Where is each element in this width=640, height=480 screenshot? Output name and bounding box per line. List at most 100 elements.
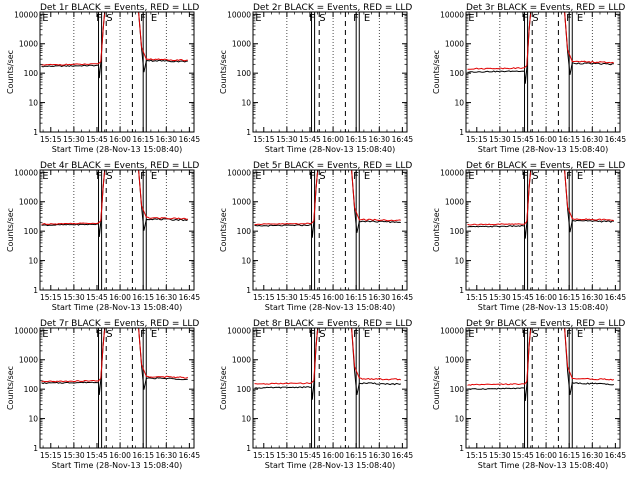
x-tick-label: 15:45	[86, 451, 108, 460]
series-events-line	[41, 11, 188, 79]
x-tick-label: 16:15	[345, 135, 367, 144]
y-tick-label: 1	[246, 444, 251, 453]
flag-letter: S	[319, 13, 325, 24]
x-tick-label: 16:30	[581, 135, 603, 144]
y-tick-label: 100	[450, 385, 465, 394]
y-tick-label: 100	[237, 69, 252, 78]
y-tick-label: 10	[454, 99, 464, 108]
flag-letter: S	[532, 329, 538, 340]
x-tick-label: 16:30	[368, 135, 390, 144]
flag-letter: S	[532, 171, 538, 182]
y-tick-label: 100	[24, 385, 39, 394]
x-tick-label: 16:45	[392, 451, 414, 460]
x-axis-label: Start Time (28-Nov-13 15:08:40)	[478, 303, 608, 312]
plot-frame	[252, 327, 408, 449]
x-tick-label: 15:45	[299, 135, 321, 144]
x-tick-label: 15:30	[489, 293, 511, 302]
series-lld-line	[41, 169, 188, 225]
x-tick-label: 16:45	[179, 451, 201, 460]
x-tick-label: 15:15	[40, 293, 62, 302]
y-tick-label: 10	[28, 99, 38, 108]
flag-letter: E	[364, 13, 370, 24]
panel-title: Det 5r BLACK = Events, RED = LLD	[253, 161, 412, 171]
flag-letter: S	[319, 329, 325, 340]
x-tick-label: 16:00	[109, 135, 131, 144]
x-axis-label: Start Time (28-Nov-13 15:08:40)	[478, 145, 608, 154]
panel-title: Det 2r BLACK = Events, RED = LLD	[253, 3, 412, 13]
x-tick-label: 16:00	[535, 135, 557, 144]
panel-title: Det 6r BLACK = Events, RED = LLD	[466, 161, 625, 171]
y-axis-label: Counts/sec	[219, 50, 228, 94]
y-axis-label: Counts/sec	[432, 50, 441, 94]
x-tick-label: 15:45	[512, 135, 534, 144]
y-axis-label: Counts/sec	[219, 366, 228, 410]
y-tick-label: 10	[241, 257, 251, 266]
y-tick-label: 1000	[445, 198, 464, 207]
panel-title: Det 1r BLACK = Events, RED = LLD	[40, 3, 199, 13]
series-events-line	[467, 327, 614, 401]
x-tick-label: 16:15	[558, 293, 580, 302]
y-tick-label: 10000	[227, 10, 251, 19]
panel-title: Det 8r BLACK = Events, RED = LLD	[253, 319, 412, 329]
y-tick-label: 1	[246, 286, 251, 295]
y-tick-label: 1000	[445, 356, 464, 365]
y-tick-label: 1	[459, 286, 464, 295]
y-tick-label: 100	[450, 227, 465, 236]
x-axis-label: Start Time (28-Nov-13 15:08:40)	[52, 461, 182, 470]
y-tick-label: 10	[241, 99, 251, 108]
x-tick-label: 15:30	[276, 293, 298, 302]
x-tick-label: 16:30	[581, 293, 603, 302]
plot-frame	[252, 169, 408, 291]
flag-letter: E	[364, 171, 370, 182]
y-tick-label: 1	[33, 286, 38, 295]
flag-letter: E	[468, 13, 474, 24]
x-tick-label: 16:00	[109, 451, 131, 460]
plot-frame	[39, 11, 195, 133]
y-tick-label: 100	[450, 69, 465, 78]
x-tick-label: 16:00	[322, 293, 344, 302]
flag-letter: F	[96, 329, 102, 340]
x-tick-label: 16:15	[558, 451, 580, 460]
x-tick-label: 15:15	[253, 135, 275, 144]
flag-letter: E	[42, 171, 48, 182]
y-tick-label: 10000	[440, 326, 464, 335]
series-events-line	[467, 11, 614, 84]
y-tick-label: 1	[246, 128, 251, 137]
x-tick-label: 15:30	[489, 135, 511, 144]
flag-letter: E	[364, 329, 370, 340]
flag-letter: E	[468, 329, 474, 340]
x-tick-label: 15:15	[253, 293, 275, 302]
y-tick-label: 10	[28, 415, 38, 424]
y-tick-label: 1000	[232, 198, 251, 207]
y-tick-label: 1	[459, 128, 464, 137]
flag-letter: F	[140, 13, 146, 24]
flag-letter: F	[309, 13, 315, 24]
y-tick-label: 10	[454, 415, 464, 424]
flag-letter: S	[106, 329, 112, 340]
x-tick-label: 16:45	[179, 293, 201, 302]
x-tick-label: 16:45	[605, 451, 627, 460]
x-axis-label: Start Time (28-Nov-13 15:08:40)	[265, 145, 395, 154]
flag-letter: F	[309, 171, 315, 182]
y-axis-label: Counts/sec	[432, 208, 441, 252]
x-tick-label: 16:45	[179, 135, 201, 144]
x-tick-label: 15:30	[489, 451, 511, 460]
y-tick-label: 1000	[232, 356, 251, 365]
series-lld-line	[467, 169, 614, 226]
flag-letter: F	[353, 13, 359, 24]
plot-frame	[465, 169, 621, 291]
flag-letter: S	[319, 171, 325, 182]
flag-letter: F	[566, 329, 572, 340]
y-tick-label: 10	[454, 257, 464, 266]
flag-letter: E	[577, 329, 583, 340]
flag-letter: E	[42, 329, 48, 340]
flag-letter: E	[42, 13, 48, 24]
x-tick-label: 15:30	[63, 293, 85, 302]
plot-frame	[39, 169, 195, 291]
flag-letter: F	[353, 329, 359, 340]
series-lld-line	[254, 327, 401, 385]
